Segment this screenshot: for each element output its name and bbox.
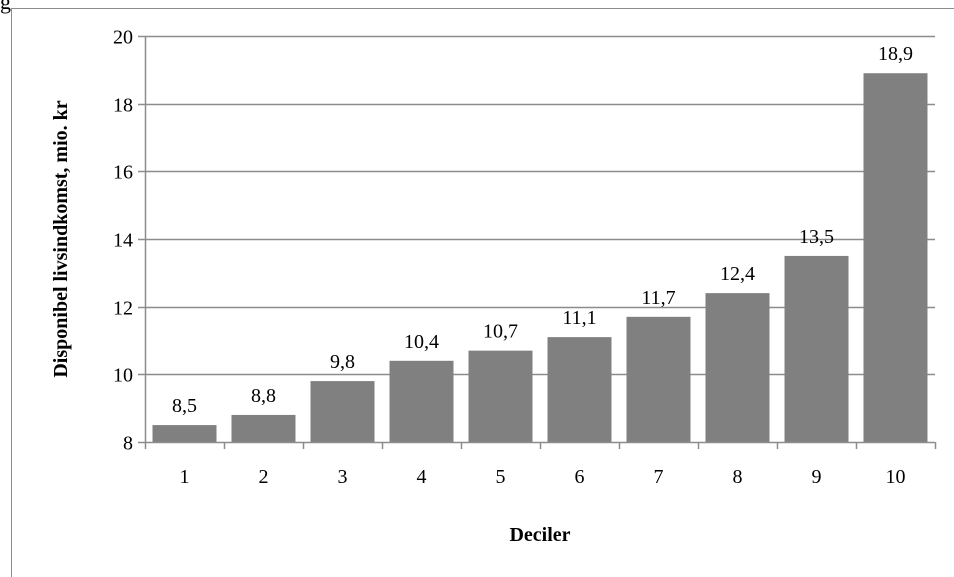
bar (152, 425, 217, 442)
data-label: 11,1 (562, 307, 596, 329)
x-tick-label: 8 (733, 466, 743, 488)
bar (784, 255, 849, 442)
data-label: 10,7 (483, 321, 518, 343)
bar (863, 73, 928, 442)
y-tick-label: 16 (113, 162, 133, 184)
bar (468, 350, 533, 442)
x-tick-label: 3 (338, 466, 348, 488)
x-tick-label: 6 (575, 466, 585, 488)
data-label: 8,8 (251, 385, 276, 407)
y-axis-label: Disponibel livsindkomst, mio. kr (50, 100, 72, 377)
bar (231, 414, 296, 442)
axes (138, 35, 937, 449)
x-tick-label: 10 (886, 466, 906, 488)
bar (705, 293, 770, 442)
bar (389, 360, 454, 442)
labels: 8 10 12 14 16 18 20 8,5 1 8,8 2 9,8 3 10,4 4 10,7 5 11,1 6… (113, 27, 913, 489)
bar (310, 381, 375, 442)
bar (626, 316, 691, 442)
bars (152, 73, 928, 442)
data-label: 9,8 (330, 351, 355, 373)
bar (547, 337, 612, 442)
data-label: 10,4 (404, 331, 439, 353)
data-label: 11,7 (641, 287, 675, 309)
chart-frame (11, 8, 954, 577)
y-tick-label: 18 (113, 95, 133, 117)
y-tick-label: 12 (113, 298, 133, 320)
x-tick-label: 5 (496, 466, 506, 488)
x-tick-label: 2 (259, 466, 269, 488)
data-label: 13,5 (799, 226, 834, 248)
y-tick-label: 14 (113, 230, 133, 252)
data-label: 18,9 (878, 43, 913, 65)
y-tick-label: 10 (113, 365, 133, 387)
gridlines (145, 35, 935, 376)
x-tick-label: 9 (812, 466, 822, 488)
clipped-top-text: g (0, 0, 11, 14)
y-tick-label: 20 (113, 27, 133, 49)
data-label: 8,5 (172, 395, 197, 417)
data-label: 12,4 (720, 263, 755, 285)
x-tick-label: 1 (180, 466, 190, 488)
x-tick-label: 4 (417, 466, 427, 488)
x-axis-label: Deciler (509, 524, 570, 546)
x-tick-label: 7 (654, 466, 664, 488)
y-tick-label: 8 (123, 433, 133, 455)
